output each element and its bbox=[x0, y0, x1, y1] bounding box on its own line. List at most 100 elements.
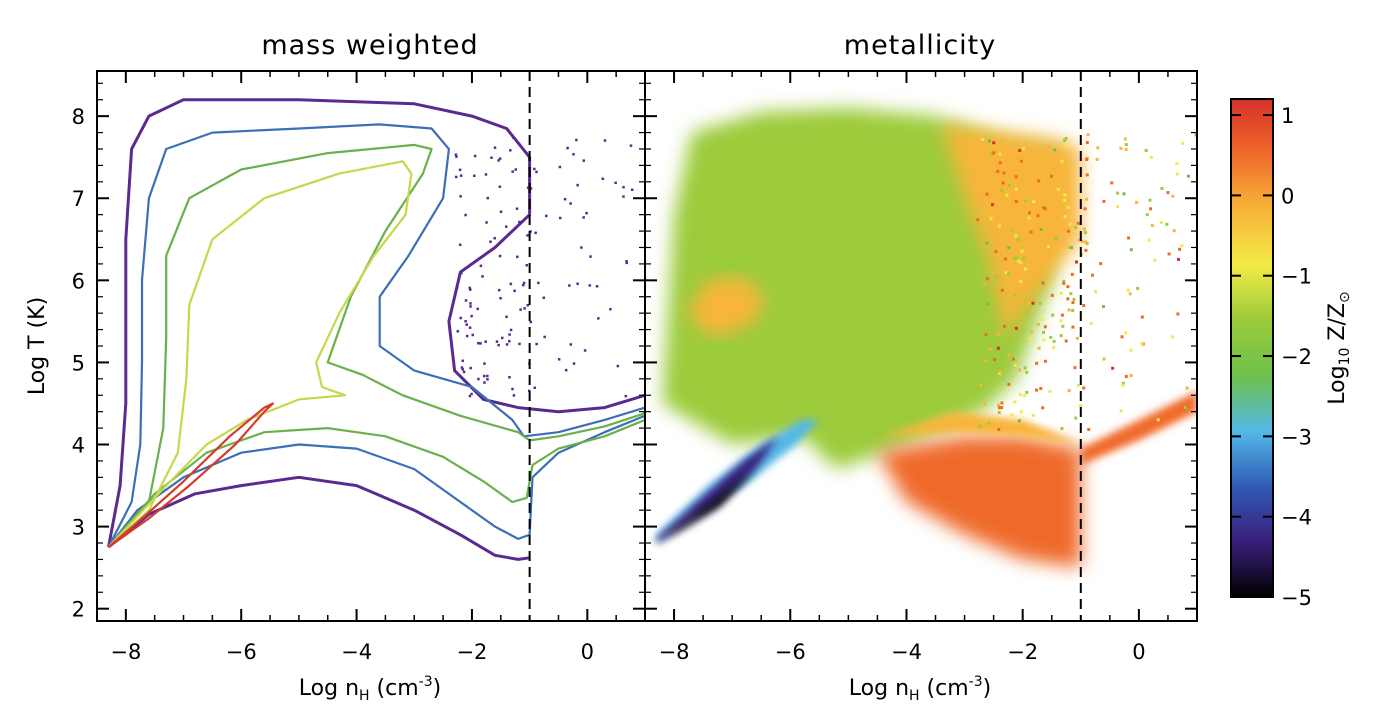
right-outlier-pixel bbox=[997, 406, 1001, 410]
right-outlier-pixel bbox=[1042, 206, 1046, 210]
left-outlier-point bbox=[498, 254, 502, 258]
right-outlier-pixel bbox=[1049, 335, 1053, 339]
right-outlier-pixel bbox=[1030, 181, 1034, 185]
right-outlier-pixel bbox=[1059, 291, 1063, 295]
right-outlier-pixel bbox=[1085, 197, 1089, 201]
right-outlier-pixel bbox=[1036, 214, 1040, 218]
left-outlier-point bbox=[582, 159, 586, 162]
left-outlier-point bbox=[535, 170, 538, 174]
left-outlier-point bbox=[589, 255, 592, 258]
right-outlier-pixel bbox=[1096, 146, 1100, 150]
right-outlier-pixel bbox=[1027, 216, 1031, 220]
left-y-axis-title: Log T (K) bbox=[25, 297, 50, 395]
right-outlier-pixel bbox=[1135, 200, 1139, 204]
right-outlier-pixel bbox=[1102, 357, 1106, 361]
right-outlier-pixel bbox=[1029, 330, 1033, 334]
left-outlier-point bbox=[481, 275, 484, 278]
right-outlier-pixel bbox=[1013, 363, 1017, 367]
contour-third bbox=[107, 143, 645, 548]
left-outlier-point bbox=[585, 211, 588, 215]
left-outlier-point bbox=[521, 283, 525, 287]
right-outlier-pixel bbox=[1017, 238, 1021, 242]
left-outlier-point bbox=[509, 282, 513, 286]
right-outlier-pixel bbox=[988, 347, 992, 351]
right-outlier-pixel bbox=[987, 139, 991, 143]
left-y-tick-label: 7 bbox=[72, 187, 85, 211]
right-outlier-pixel bbox=[981, 138, 985, 142]
left-outlier-point bbox=[526, 304, 529, 307]
right-outlier-pixel bbox=[1039, 227, 1043, 231]
right-outlier-pixel bbox=[1067, 229, 1071, 233]
left-outlier-point bbox=[534, 231, 537, 235]
left-outlier-point bbox=[513, 289, 516, 293]
right-outlier-pixel bbox=[1071, 301, 1075, 305]
right-outlier-pixel bbox=[1148, 198, 1152, 202]
colorbar-ticks: 1 0 −1 −2 −3 −4 −5 bbox=[1231, 104, 1312, 610]
right-outlier-pixel bbox=[987, 421, 991, 425]
left-outlier-point bbox=[564, 368, 568, 372]
left-outlier-point bbox=[572, 362, 576, 365]
right-outlier-pixel bbox=[1110, 181, 1114, 185]
left-outlier-point bbox=[493, 236, 496, 240]
left-outlier-point bbox=[622, 185, 625, 189]
right-outlier-pixel bbox=[1050, 293, 1054, 297]
right-outlier-pixel bbox=[1028, 148, 1032, 152]
right-outlier-pixel bbox=[1180, 244, 1184, 248]
right-x-title-main: Log n bbox=[849, 676, 909, 701]
right-outlier-pixel bbox=[1124, 143, 1128, 147]
right-outlier-pixel bbox=[1040, 318, 1044, 322]
left-outlier-point bbox=[468, 286, 472, 290]
left-x-tick-label: 0 bbox=[581, 640, 594, 664]
right-outlier-pixel bbox=[1129, 248, 1133, 252]
right-outlier-pixel bbox=[1047, 144, 1051, 148]
right-outlier-pixel bbox=[1023, 267, 1027, 271]
right-outlier-pixel bbox=[987, 195, 991, 199]
right-outlier-pixel bbox=[996, 331, 1000, 335]
right-outlier-pixel bbox=[1018, 148, 1022, 152]
right-outlier-pixel bbox=[1030, 218, 1034, 222]
right-outlier-pixel bbox=[1124, 331, 1128, 335]
right-outlier-pixel bbox=[1028, 337, 1032, 341]
right-outlier-pixel bbox=[1063, 138, 1067, 142]
right-heatmap bbox=[656, 107, 1197, 568]
colorbar-tick-label: −5 bbox=[1281, 586, 1312, 610]
right-outlier-pixel bbox=[1000, 288, 1004, 292]
right-outlier-pixel bbox=[1020, 249, 1024, 253]
left-outlier-point bbox=[563, 197, 567, 201]
left-outlier-point bbox=[625, 260, 628, 263]
left-x-title-sup: -3 bbox=[419, 674, 433, 690]
left-outlier-point bbox=[616, 364, 620, 368]
right-outlier-pixel bbox=[1076, 383, 1080, 387]
left-outlier-point bbox=[497, 159, 500, 162]
left-outlier-point bbox=[497, 288, 501, 292]
left-outlier-point bbox=[477, 341, 480, 345]
right-outlier-pixel bbox=[1099, 262, 1103, 266]
right-outlier-pixel bbox=[1082, 304, 1086, 308]
left-outlier-point bbox=[576, 183, 579, 187]
right-outlier-pixel bbox=[1059, 334, 1063, 338]
right-outlier-pixel bbox=[1087, 427, 1091, 431]
left-outlier-point bbox=[469, 366, 472, 370]
right-outlier-pixel bbox=[1127, 236, 1131, 240]
left-outlier-point bbox=[508, 339, 511, 343]
left-outlier-point bbox=[489, 240, 492, 244]
right-outlier-pixel bbox=[1007, 272, 1011, 276]
left-outlier-point bbox=[459, 174, 463, 177]
right-outlier-pixel bbox=[1038, 301, 1042, 305]
right-outlier-pixel bbox=[1041, 406, 1045, 410]
left-outlier-point bbox=[484, 173, 488, 176]
left-outlier-point bbox=[512, 394, 516, 397]
left-outlier-point bbox=[471, 333, 475, 337]
right-outlier-pixel bbox=[1025, 427, 1029, 431]
right-outlier-pixel bbox=[986, 175, 990, 179]
left-outlier-point bbox=[542, 296, 546, 300]
left-outlier-point bbox=[458, 168, 462, 172]
right-x-tick-label: −2 bbox=[1007, 640, 1038, 664]
right-outlier-pixel bbox=[1027, 301, 1031, 305]
contour-second bbox=[107, 123, 645, 548]
right-outlier-pixel bbox=[1013, 256, 1017, 260]
left-x-tick-label: −6 bbox=[226, 640, 257, 664]
right-outlier-pixel bbox=[1091, 273, 1095, 277]
left-contours bbox=[107, 98, 645, 561]
left-plot-frame bbox=[96, 70, 646, 622]
